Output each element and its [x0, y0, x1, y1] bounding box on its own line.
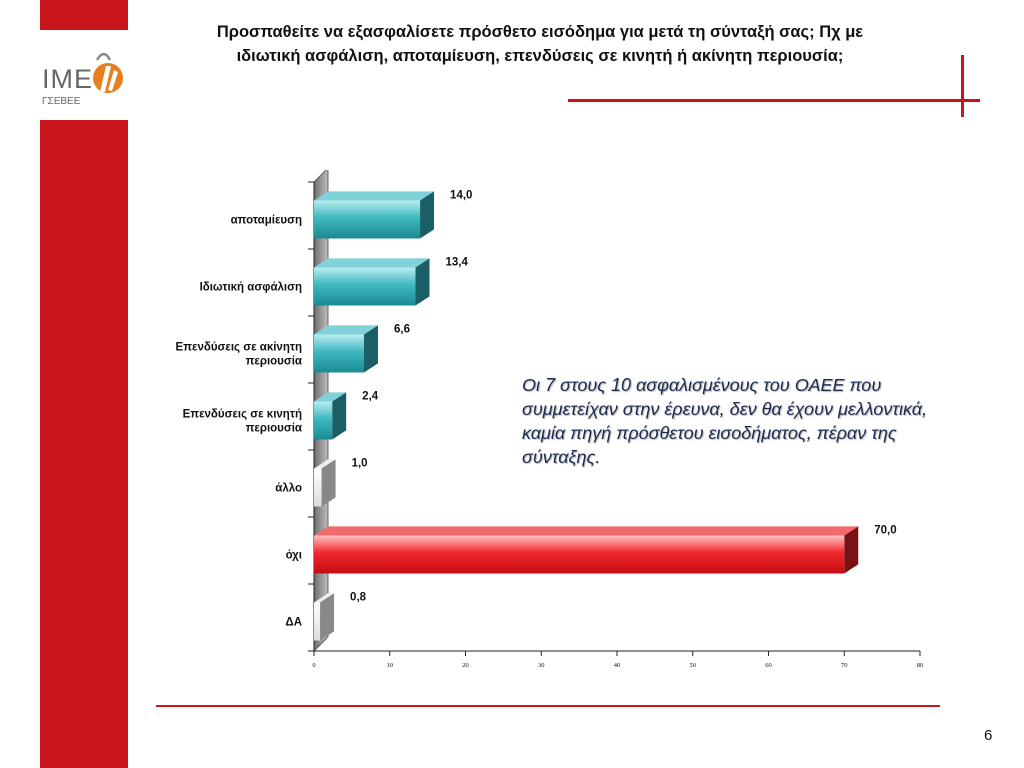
bar-chart: 0 10 20 30 40 50 60 70 80 14,0 αποταμίευση 13,4 Ιδιω…	[176, 170, 924, 669]
x-tick-label: 20	[462, 662, 469, 669]
bar	[314, 535, 845, 574]
bar	[314, 267, 416, 306]
category-label: Επενδύσεις σε ακίνητη	[176, 342, 302, 354]
category-label: ΔΑ	[285, 617, 302, 629]
x-tick-label: 60	[765, 662, 772, 669]
slide-title-line1: Προσπαθείτε να εξασφαλίσετε πρόσθετο εισ…	[216, 23, 864, 41]
bar	[314, 334, 364, 373]
data-label: 14,0	[450, 190, 472, 202]
bottom-red-line	[156, 705, 940, 707]
category-label: περιουσία	[246, 356, 302, 368]
bar-side-face	[332, 392, 347, 440]
x-tick-label: 80	[917, 662, 924, 669]
slide-title: Προσπαθείτε να εξασφαλίσετε πρόσθετο εισ…	[150, 20, 930, 68]
bar-side-face	[844, 526, 859, 574]
bar-side-face	[415, 258, 430, 306]
data-label: 13,4	[446, 257, 469, 269]
data-label: 0,8	[350, 592, 367, 604]
category-label: Ιδιωτική ασφάλιση	[200, 282, 302, 294]
data-label: 1,0	[352, 458, 368, 470]
bar-top-face	[314, 459, 336, 469]
left-red-bar-top	[40, 0, 128, 30]
x-tick-label: 70	[841, 662, 848, 669]
bar-top-face	[314, 526, 859, 536]
logo-text-ime: IME	[42, 64, 93, 94]
bar-top-face	[314, 593, 335, 603]
category-label: αποταμίευση	[231, 215, 302, 227]
bar-side-face	[320, 593, 335, 641]
bar-top-face	[314, 258, 430, 268]
decorative-red-vertical-line	[961, 55, 964, 117]
data-label: 70,0	[874, 525, 896, 537]
bar-side-face	[420, 191, 435, 239]
x-tick-label: 10	[387, 662, 394, 669]
data-label: 6,6	[394, 324, 410, 336]
bar-top-face	[314, 392, 347, 402]
decorative-red-horizontal-line	[568, 99, 980, 102]
bar	[314, 200, 421, 239]
left-red-bar-bottom	[40, 120, 128, 768]
logo-text-gsevee: ΓΣΕΒΕΕ	[42, 96, 81, 107]
x-tick-label: 50	[690, 662, 697, 669]
ime-gsevee-logo: IME ΓΣΕΒΕΕ	[42, 52, 123, 107]
bar-top-face	[314, 191, 435, 201]
x-tick-label: 0	[312, 662, 315, 669]
data-label: 2,4	[362, 391, 379, 403]
category-label: άλλο	[275, 483, 302, 495]
bar-top-face	[314, 325, 378, 335]
x-tick-label: 40	[614, 662, 621, 669]
slide-title-line2: ιδιωτική ασφάλιση, αποταμίευση, επενδύσε…	[236, 47, 844, 65]
chart-annotation: Οι 7 στους 10 ασφαλισμένους του ΟΑΕΕ που…	[522, 375, 927, 467]
bar	[314, 401, 333, 440]
bar-side-face	[321, 459, 336, 507]
category-label: όχι	[286, 550, 302, 562]
page-number: 6	[984, 727, 993, 744]
bar-side-face	[363, 325, 378, 373]
bar	[314, 602, 321, 641]
x-tick-label: 30	[538, 662, 545, 669]
bar	[314, 468, 322, 507]
category-label: Επενδύσεις σε κινητή	[183, 409, 302, 421]
category-label: περιουσία	[246, 423, 302, 435]
